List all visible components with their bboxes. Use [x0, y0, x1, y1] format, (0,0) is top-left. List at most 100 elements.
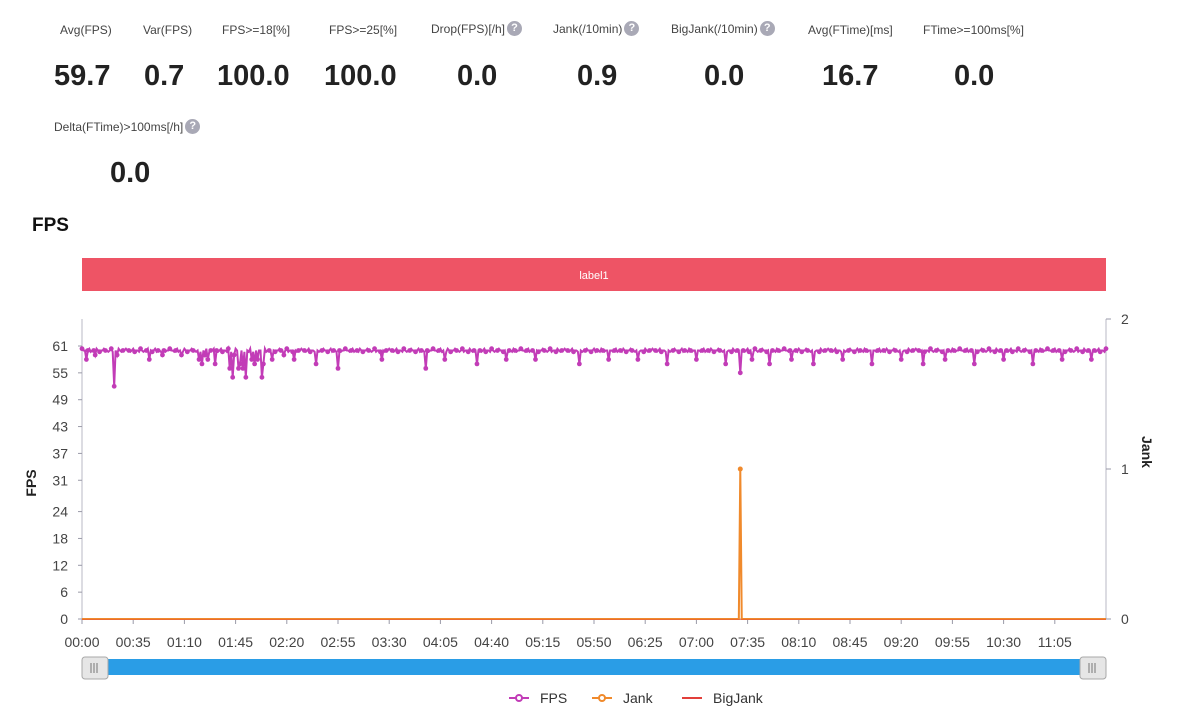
fps-point	[1091, 348, 1097, 353]
fps-point	[91, 348, 97, 353]
fps-point	[767, 361, 772, 367]
fps-point	[547, 346, 553, 352]
fps-point	[269, 357, 275, 362]
fps-point	[160, 352, 165, 358]
fps-point	[114, 352, 120, 358]
fps-point	[401, 346, 407, 352]
fps-point	[840, 357, 846, 362]
fps-point	[212, 361, 218, 367]
x-tick-label: 11:05	[1038, 634, 1072, 650]
y-axis-title: FPS	[23, 469, 39, 496]
y-tick-label: 0	[60, 611, 68, 627]
fps-point	[805, 348, 810, 353]
fps-point	[190, 348, 196, 353]
fps-point	[179, 352, 184, 358]
fps-point	[1097, 349, 1103, 355]
stat-label: Drop(FPS)[/h]	[431, 21, 506, 36]
jank-series-line	[82, 468, 1106, 620]
fps-point	[705, 348, 711, 353]
fps-point	[230, 374, 236, 380]
stat-value: 0.0	[110, 157, 151, 189]
fps-point	[92, 352, 98, 358]
fps-point	[126, 348, 132, 353]
fps-point	[307, 349, 313, 355]
fps-point	[167, 346, 173, 352]
stat-drop-fps: Drop(FPS)[/h]? 0.0	[431, 21, 523, 92]
fps-point	[266, 348, 272, 353]
fps-point	[647, 348, 652, 353]
stat-jank: Jank(/10min)? 0.9	[553, 21, 640, 92]
stat-value: 0.0	[704, 60, 745, 92]
fps-point	[360, 349, 366, 355]
fps-point	[933, 348, 939, 353]
fps-point	[749, 357, 755, 362]
y-tick-label: 49	[52, 392, 68, 408]
fps-point	[717, 348, 723, 353]
fps-point	[752, 346, 758, 352]
fps-point	[1015, 346, 1021, 352]
x-tick-label: 09:55	[935, 634, 970, 650]
fps-point	[335, 365, 341, 371]
fps-point	[83, 357, 89, 362]
fps-point	[1021, 348, 1027, 353]
fps-point	[471, 348, 477, 353]
fps-point	[138, 346, 143, 352]
help-icon[interactable]: ?	[624, 21, 640, 36]
fps-point	[231, 352, 237, 358]
fps-point	[582, 348, 588, 353]
legend-label[interactable]: BigJank	[713, 690, 764, 706]
fps-point	[922, 349, 928, 355]
stat-label: FTime>=100ms[%]	[923, 23, 1024, 37]
fps-point	[518, 346, 524, 352]
fps-point	[500, 349, 506, 355]
fps-point	[846, 348, 851, 353]
stat-label: BigJank(/10min)	[671, 21, 758, 36]
stat-label: FPS>=25[%]	[329, 23, 398, 37]
stat-value: 0.0	[954, 60, 995, 92]
fps-point	[920, 361, 926, 367]
label-band	[82, 258, 1106, 291]
x-tick-label: 07:35	[730, 634, 765, 650]
stat-label: Jank(/10min)	[553, 21, 623, 36]
zoom-handle-left[interactable]	[81, 656, 109, 680]
fps-point	[641, 349, 647, 355]
fps-point	[682, 348, 688, 353]
fps-point	[383, 348, 389, 353]
fps-point	[942, 357, 948, 362]
fps-point	[875, 348, 881, 353]
legend-label[interactable]: FPS	[540, 690, 567, 706]
fps-point	[423, 365, 429, 371]
x-tick-label: 02:20	[269, 634, 304, 650]
x-tick-label: 02:55	[320, 634, 355, 650]
fps-point	[161, 348, 167, 353]
help-icon[interactable]: ?	[507, 21, 523, 36]
fps-point	[79, 346, 85, 352]
fps-point	[799, 349, 805, 355]
fps-point	[372, 346, 377, 352]
zoom-slider-track[interactable]	[96, 659, 1092, 675]
fps-point	[1009, 349, 1015, 355]
fps-point	[337, 348, 342, 353]
fps-point	[249, 357, 255, 362]
stat-avg-fps: Avg(FPS) 59.7	[54, 23, 112, 92]
zoom-handle-right[interactable]	[1079, 656, 1107, 680]
fps-point	[658, 349, 664, 355]
fps-point	[1045, 346, 1050, 352]
fps-point	[313, 361, 319, 367]
fps-point	[1033, 348, 1039, 353]
fps-point	[588, 349, 594, 355]
fps-point	[594, 348, 600, 353]
x-tick-label: 08:45	[832, 634, 867, 650]
x-tick-label: 01:45	[218, 634, 253, 650]
fps-point	[939, 349, 945, 355]
fps-point	[1050, 348, 1056, 353]
fps-point	[227, 365, 233, 371]
x-tick-label: 04:05	[423, 634, 458, 650]
legend-marker	[515, 694, 523, 702]
stat-value: 0.0	[457, 60, 498, 92]
help-icon[interactable]: ?	[185, 119, 201, 134]
help-icon[interactable]: ?	[759, 21, 775, 36]
fps-point	[184, 349, 190, 355]
legend-label[interactable]: Jank	[623, 690, 654, 706]
fps-point	[793, 348, 799, 353]
